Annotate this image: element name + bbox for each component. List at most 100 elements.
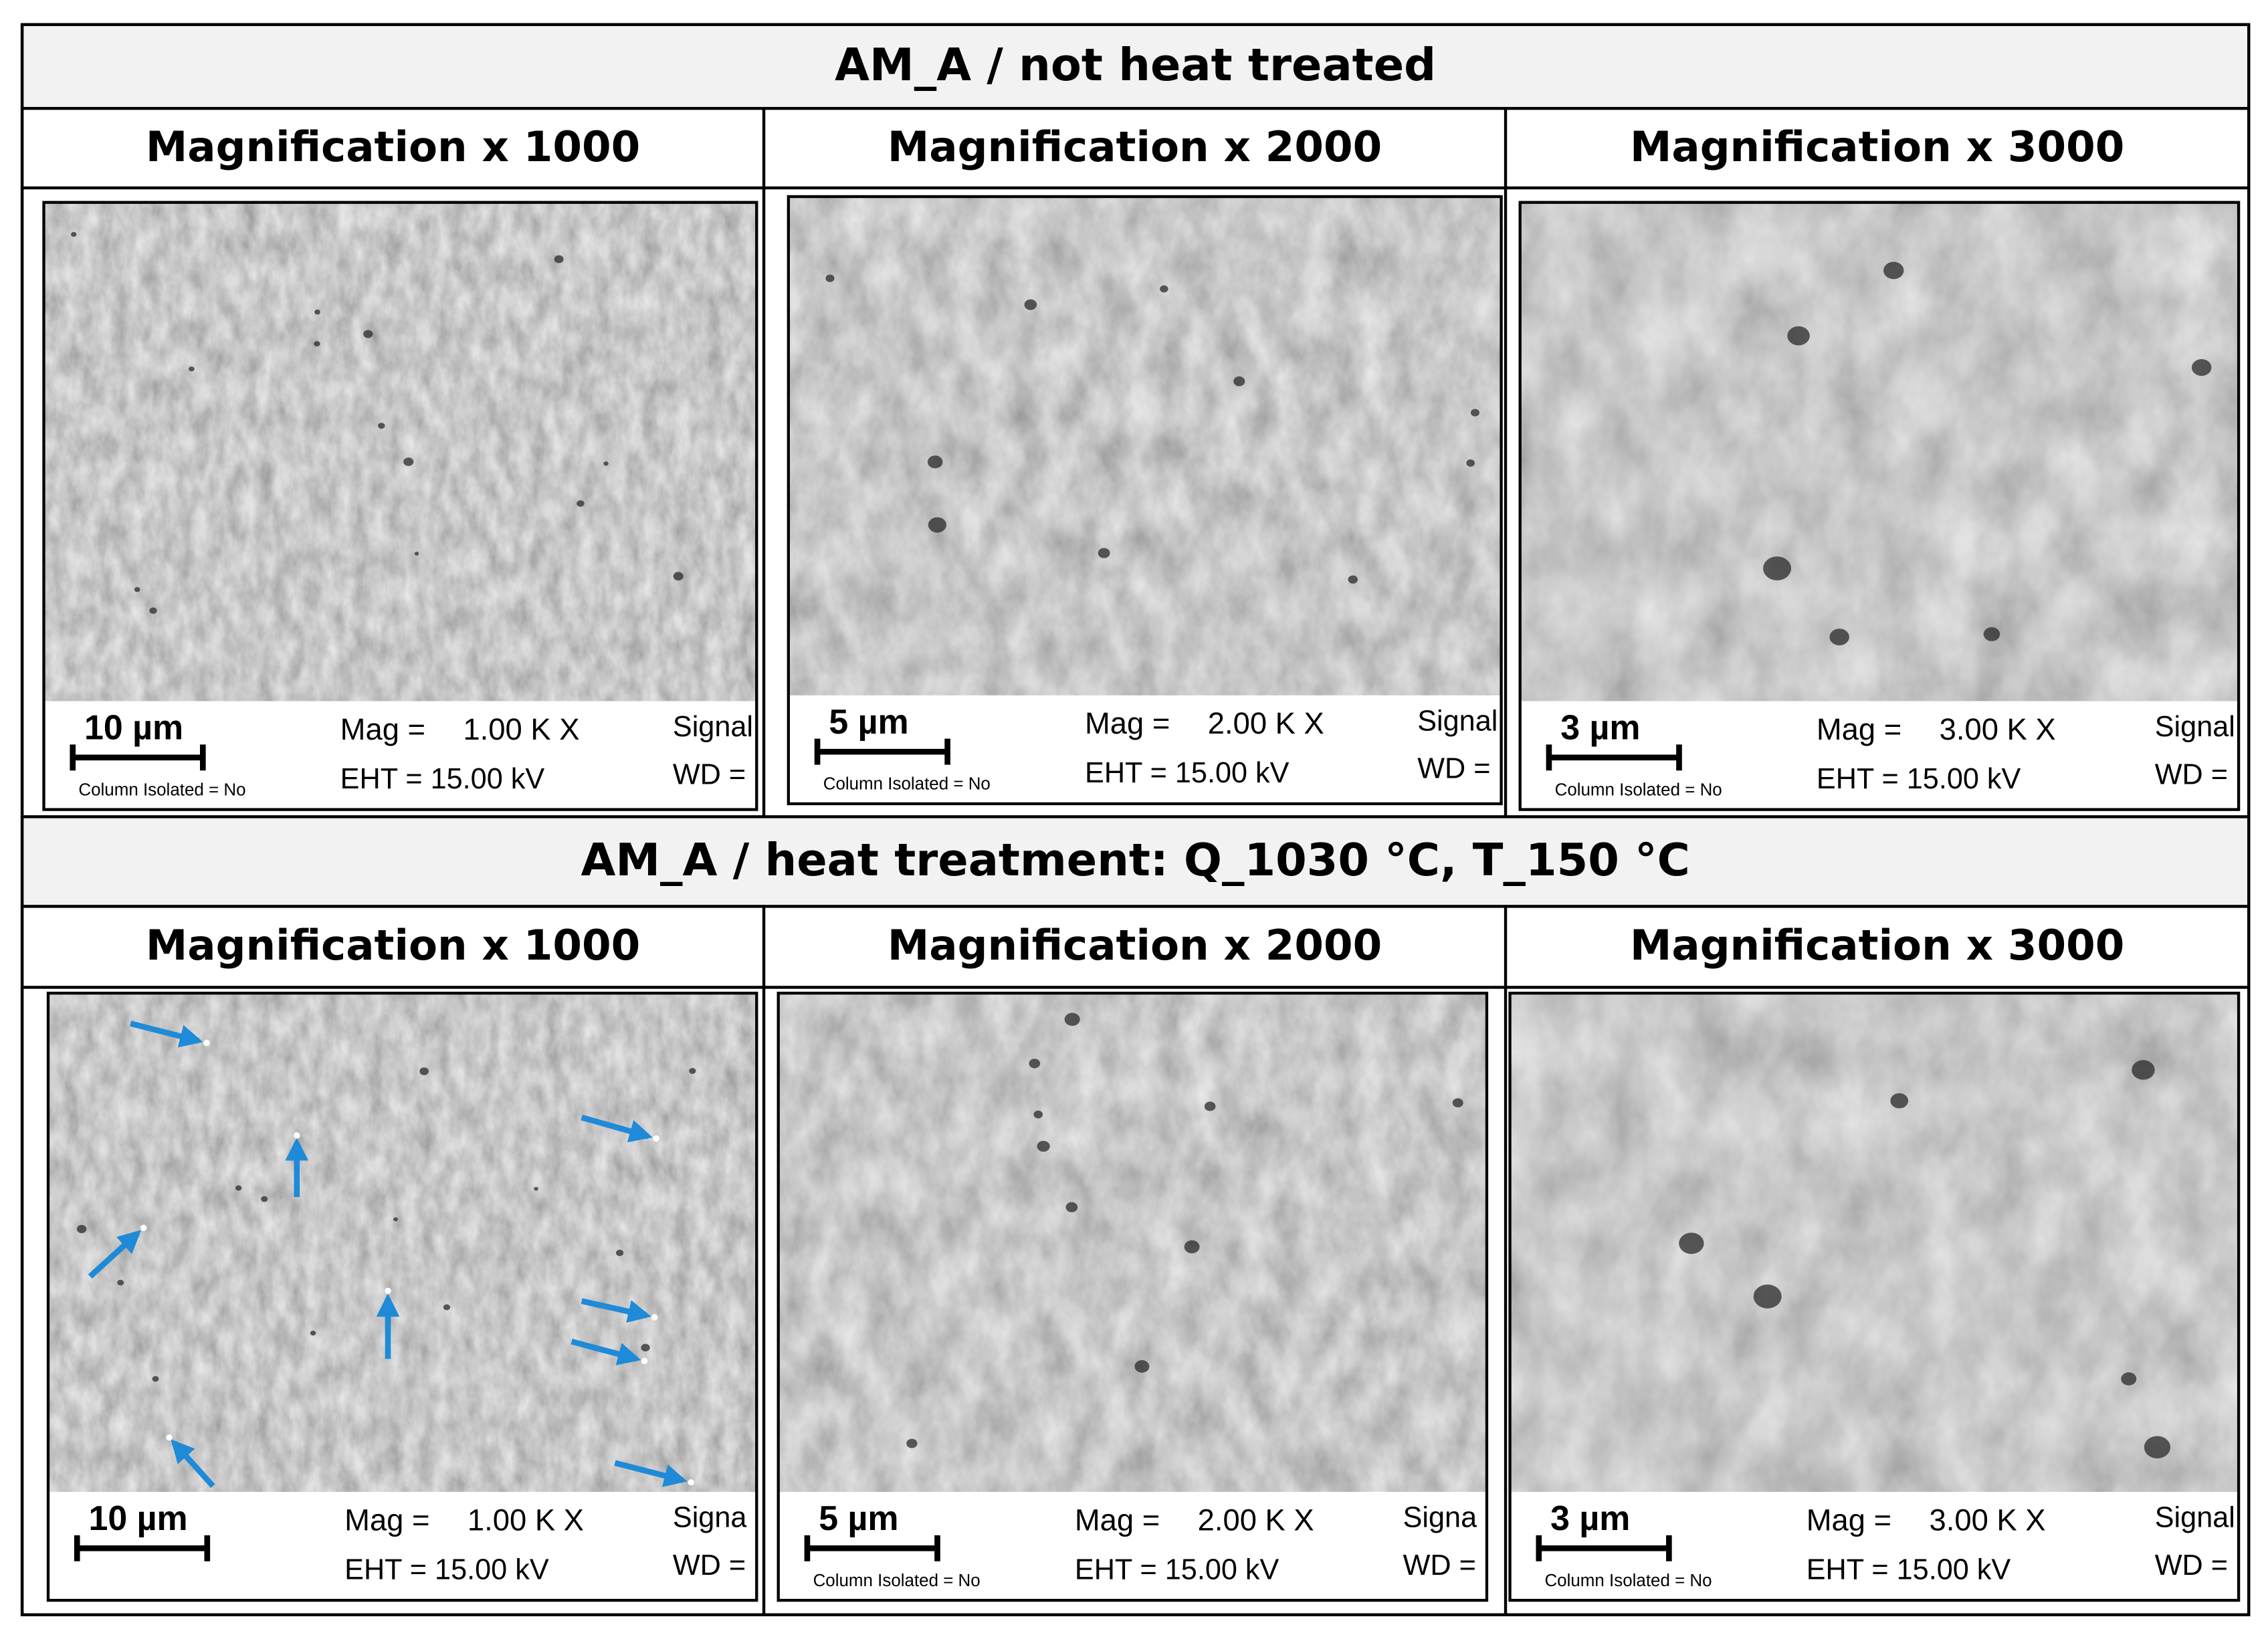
precipitate	[653, 1135, 659, 1142]
precipitate	[203, 1039, 210, 1047]
pore	[419, 1067, 429, 1075]
mag-value: 3.00 K X	[1940, 712, 2056, 746]
pore	[71, 231, 77, 237]
mag-value: 2.00 K X	[1198, 1503, 1314, 1537]
info-text: 10 µm Column Isolated = No Mag = 1.00 K X EH…	[70, 707, 753, 799]
scale-bar	[74, 1535, 211, 1561]
micrograph	[47, 993, 757, 1492]
panel-border	[42, 201, 758, 811]
panel-border	[1518, 201, 2241, 811]
info-text: 10 µm Mag = 1.00 K X EHT = 15.00 kV Signa WD …	[74, 1499, 748, 1586]
micrograph-panel: 3 µm Column Isolated = No Mag = 3.00 K X EHT…	[1518, 201, 2241, 811]
pore	[1466, 459, 1475, 467]
pore	[577, 500, 585, 507]
column-heading: Magnification x 2000	[888, 122, 1382, 171]
pore	[1829, 629, 1849, 646]
precipitate	[688, 1479, 694, 1486]
pore	[825, 274, 835, 282]
wd: WD =	[673, 1549, 746, 1582]
pore	[1763, 556, 1792, 580]
pore	[2132, 1060, 2155, 1080]
eht: EHT = 15.00 kV	[340, 763, 545, 795]
pore	[2144, 1436, 2171, 1458]
pore	[1753, 1284, 1782, 1309]
micrograph	[1520, 202, 2239, 701]
pore	[1037, 1140, 1050, 1152]
pore	[1024, 299, 1037, 310]
pore	[1679, 1232, 1704, 1255]
info-text: 3 µm Column Isolated = No Mag = 3.00 K X EHT…	[1536, 1499, 2236, 1590]
arrow	[88, 1230, 142, 1279]
scale-bar	[814, 738, 950, 765]
outer-border	[20, 23, 2251, 1616]
pore	[1204, 1101, 1216, 1111]
panel-border	[777, 991, 1489, 1602]
scale-bar-label: 3 µm	[1560, 707, 1640, 746]
pore	[414, 552, 419, 556]
pore	[310, 1330, 316, 1336]
scale-bar	[1536, 1535, 1672, 1561]
micrograph	[778, 993, 1487, 1492]
mag-label: Mag =	[1085, 706, 1170, 740]
pore	[1029, 1059, 1041, 1069]
mag-label: Mag =	[344, 1503, 429, 1537]
pore	[928, 517, 946, 533]
heading-cell	[20, 106, 766, 190]
column-isolated: Column Isolated = No	[1555, 780, 1722, 799]
column-isolated: Column Isolated = No	[78, 780, 245, 799]
wd: WD =	[2155, 1549, 2228, 1582]
micrograph	[1510, 993, 2239, 1492]
scale-bar	[804, 1535, 940, 1561]
pore	[1064, 1012, 1080, 1026]
column-isolated: Column Isolated = No	[1544, 1571, 1712, 1590]
heading-cell	[762, 905, 1508, 989]
pore	[189, 366, 195, 372]
scale-bar-label: 5 µm	[819, 1499, 898, 1537]
pore	[1470, 409, 1479, 417]
pore	[235, 1185, 242, 1191]
panel-border	[46, 991, 758, 1602]
eht: EHT = 15.00 kV	[1085, 757, 1290, 789]
column-heading: Magnification x 3000	[1630, 921, 2124, 970]
pore	[261, 1196, 268, 1202]
micrograph-panel: 10 µm Mag = 1.00 K X EHT = 15.00 kV Signa WD …	[46, 991, 758, 1602]
column-heading: Magnification x 2000	[888, 921, 1382, 970]
pore	[927, 455, 943, 469]
info-text: 3 µm Column Isolated = No Mag = 3.00 K X EHT…	[1546, 707, 2235, 799]
heading-cell	[1504, 106, 2251, 190]
arrow	[614, 1460, 688, 1487]
signal: Signa	[673, 1501, 748, 1533]
pore	[76, 1224, 87, 1234]
column-heading: Magnification x 3000	[1630, 122, 2124, 171]
arrow	[581, 1298, 651, 1323]
scale-bar	[1546, 744, 1682, 771]
eht: EHT = 15.00 kV	[1075, 1553, 1279, 1586]
signal: Signal	[1417, 705, 1498, 737]
pore	[673, 572, 684, 581]
arrow	[130, 1020, 203, 1048]
pore	[689, 1068, 696, 1074]
arrow	[171, 1439, 215, 1489]
precipitate	[651, 1314, 658, 1321]
column-heading: Magnification x 1000	[146, 122, 640, 171]
section-title: AM_A / not heat treated	[835, 39, 1436, 91]
pore	[1098, 548, 1110, 558]
micrograph-panel: 3 µm Column Isolated = No Mag = 3.00 K X EHT…	[1508, 991, 2241, 1602]
pore	[149, 607, 157, 614]
pore	[641, 1343, 650, 1351]
micrograph-panel: 5 µm Column Isolated = No Mag = 2.00 K X EHT…	[787, 195, 1503, 806]
wd: WD =	[673, 758, 746, 790]
mag-label: Mag =	[340, 712, 425, 746]
mag-value: 3.00 K X	[1929, 1503, 2045, 1537]
column-isolated: Column Isolated = No	[823, 775, 991, 794]
eht: EHT = 15.00 kV	[1807, 1553, 2011, 1586]
scale-bar-label: 10 µm	[89, 1499, 188, 1537]
mag-value: 1.00 K X	[468, 1503, 584, 1537]
signal: Signal	[2155, 711, 2235, 743]
scale-bar-label: 5 µm	[829, 702, 908, 741]
pore	[554, 255, 564, 263]
wd: WD =	[1403, 1549, 1476, 1582]
precipitate	[385, 1287, 391, 1295]
pore	[2191, 359, 2212, 376]
pore	[1983, 627, 2000, 641]
